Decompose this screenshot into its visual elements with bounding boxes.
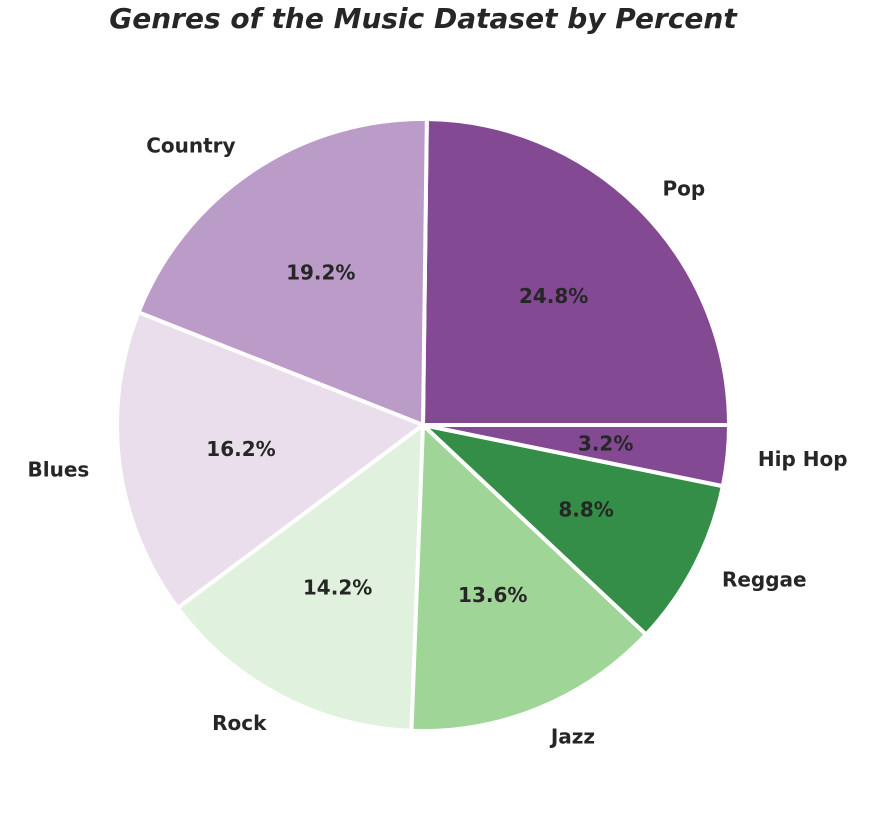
percent-label-hip-hop: 3.2% bbox=[578, 431, 633, 455]
percent-labels: 24.8% 19.2% 16.2% 14.2% 13.6% 8.8% 3.2% bbox=[206, 261, 633, 607]
pie-slice-rock bbox=[175, 423, 425, 733]
pie-slices bbox=[115, 117, 731, 733]
percent-label-rock: 14.2% bbox=[303, 576, 372, 600]
pie-slice-pop bbox=[421, 117, 731, 427]
percent-label-jazz: 13.6% bbox=[458, 583, 527, 607]
category-label-hip-hop: Hip Hop bbox=[758, 447, 848, 471]
percent-label-blues: 16.2% bbox=[206, 437, 275, 461]
percent-label-pop: 24.8% bbox=[519, 284, 588, 308]
pie-slice-blues bbox=[115, 310, 425, 610]
category-label-pop: Pop bbox=[663, 176, 706, 200]
pie-slice-country bbox=[136, 117, 429, 427]
percent-label-reggae: 8.8% bbox=[558, 497, 613, 521]
category-label-reggae: Reggae bbox=[722, 568, 807, 592]
category-label-rock: Rock bbox=[212, 711, 267, 735]
category-label-country: Country bbox=[146, 133, 235, 157]
pie-slice-hip-hop bbox=[421, 423, 731, 489]
pie-slice-jazz bbox=[409, 423, 649, 733]
pie-slice-reggae bbox=[421, 423, 725, 637]
category-label-jazz: Jazz bbox=[549, 724, 595, 748]
chart-title: Genres of the Music Dataset by Percent bbox=[109, 2, 737, 35]
category-labels: Pop Country Blues Rock Jazz Reggae Hip Hop bbox=[28, 133, 848, 748]
percent-label-country: 19.2% bbox=[286, 261, 355, 285]
category-label-blues: Blues bbox=[28, 457, 90, 481]
